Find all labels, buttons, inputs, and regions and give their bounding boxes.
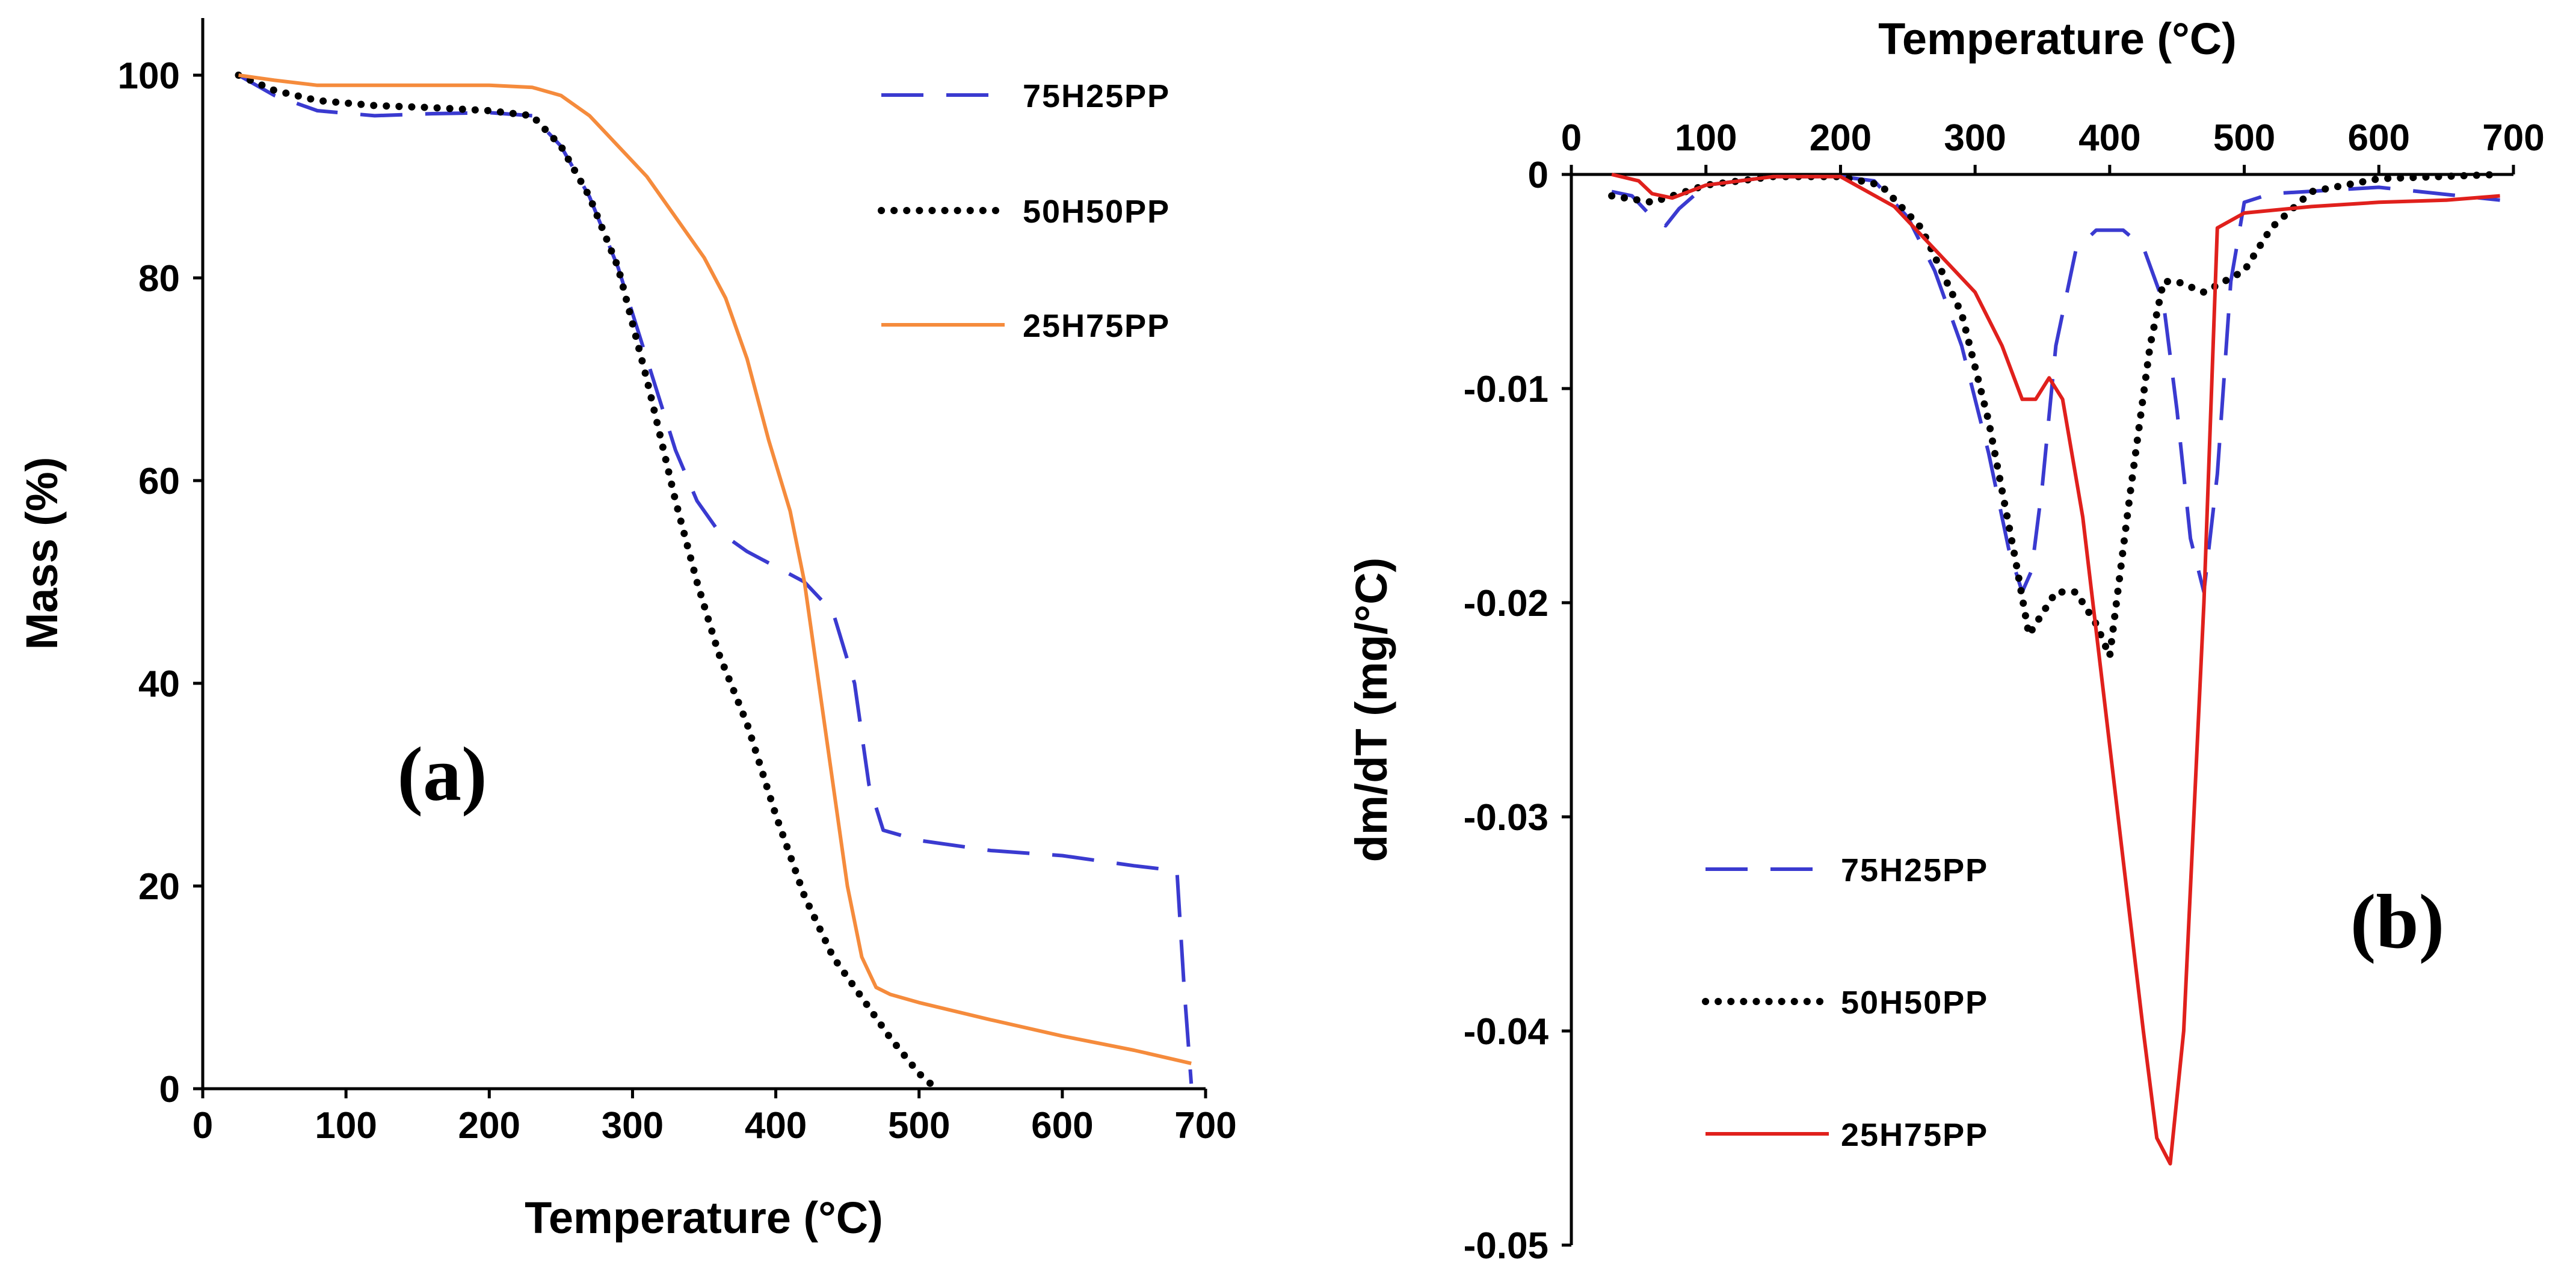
panel-b-y-ticks: 0 -0.01 -0.02 -0.03 -0.04 -0.05 <box>1464 155 1571 1267</box>
panel-a-x-tick-label: 300 <box>602 1105 664 1146</box>
panel-b-x-tick-label: 300 <box>1944 117 2006 159</box>
series-line-50h50pp <box>235 72 940 1092</box>
series-line-50h50pp <box>1608 171 2504 660</box>
panel-a-y-ticks: 0 20 40 60 80 100 <box>118 55 203 1110</box>
legend-label-75h25pp: 75H25PP <box>1023 78 1170 114</box>
panel-b-x-tick-label: 200 <box>1810 117 1872 159</box>
panel-a-y-tick-label: 60 <box>138 461 180 502</box>
series-line-75h25pp <box>238 73 1194 1084</box>
panel-b-y-axis-title: dm/dT (mg/°C) <box>1346 558 1396 862</box>
legend-label-50h50pp: 50H50PP <box>1023 194 1170 230</box>
panel-b-chart: 0 100 200 300 400 500 600 700 0 -0.01 -0.02 -0.03 -… <box>1346 14 2545 1267</box>
legend-label-25h75pp: 25H75PP <box>1841 1117 1988 1153</box>
panel-a-chart: 0 100 200 300 400 500 600 700 0 20 40 60 80 100 Temp… <box>17 18 1237 1243</box>
panel-a-y-tick-label: 40 <box>138 663 180 705</box>
panel-a-series <box>235 72 1194 1092</box>
panel-b-label: (b) <box>2350 879 2444 964</box>
panel-b-y-tick-label: -0.03 <box>1464 797 1548 838</box>
panel-b-x-tick-label: 700 <box>2482 117 2544 159</box>
panel-a-y-tick-label: 100 <box>118 55 180 97</box>
panel-b-legend: 75H25PP 50H50PP 25H75PP <box>1702 852 1988 1153</box>
panel-b-y-tick-label: -0.05 <box>1464 1225 1548 1267</box>
panel-a-x-tick-label: 400 <box>745 1105 807 1146</box>
panel-a-x-tick-label: 500 <box>888 1105 950 1146</box>
panel-b-x-tick-label: 400 <box>2078 117 2140 159</box>
panel-a-y-tick-label: 20 <box>138 866 180 908</box>
panel-a-legend: 75H25PP 50H50PP 25H75PP <box>878 78 1170 344</box>
legend-label-50h50pp: 50H50PP <box>1841 985 1988 1021</box>
panel-a-x-tick-label: 200 <box>458 1105 520 1146</box>
legend-label-75h25pp: 75H25PP <box>1841 852 1988 888</box>
series-line-25h75pp <box>1611 173 2500 1166</box>
panel-a-x-tick-label: 600 <box>1031 1105 1093 1146</box>
panel-a-y-tick-label: 80 <box>138 258 180 300</box>
panel-a-label: (a) <box>397 731 487 817</box>
panel-b-y-tick-label: -0.02 <box>1464 583 1548 624</box>
panel-a-y-axis-title: Mass (%) <box>17 457 67 650</box>
panel-a-x-tick-label: 100 <box>315 1105 377 1146</box>
panel-a-x-axis-title: Temperature (°C) <box>525 1193 883 1243</box>
panel-b-y-tick-label: 0 <box>1528 155 1548 196</box>
panel-b-x-tick-label: 600 <box>2348 117 2410 159</box>
panel-b-y-tick-label: -0.01 <box>1464 369 1548 410</box>
panel-b-x-tick-label: 500 <box>2213 117 2275 159</box>
series-line-25h75pp <box>238 73 1192 1065</box>
panel-b-x-ticks: 0 100 200 300 400 500 600 700 <box>1561 117 2545 174</box>
panel-b-x-tick-label: 0 <box>1561 117 1582 159</box>
series-line-75h25pp <box>1611 174 2500 594</box>
legend-label-25h75pp: 25H75PP <box>1023 308 1170 344</box>
panel-b-x-axis-title: Temperature (°C) <box>1878 14 2237 64</box>
panel-b-x-tick-label: 100 <box>1675 117 1737 159</box>
panel-a-x-ticks: 0 100 200 300 400 500 600 700 <box>193 1089 1237 1146</box>
panel-a-y-tick-label: 0 <box>159 1069 180 1110</box>
panel-a-x-tick-label: 0 <box>193 1105 213 1146</box>
panel-b-series <box>1608 171 2504 1166</box>
panel-b-y-tick-label: -0.04 <box>1464 1011 1549 1053</box>
panel-a-x-tick-label: 700 <box>1174 1105 1236 1146</box>
